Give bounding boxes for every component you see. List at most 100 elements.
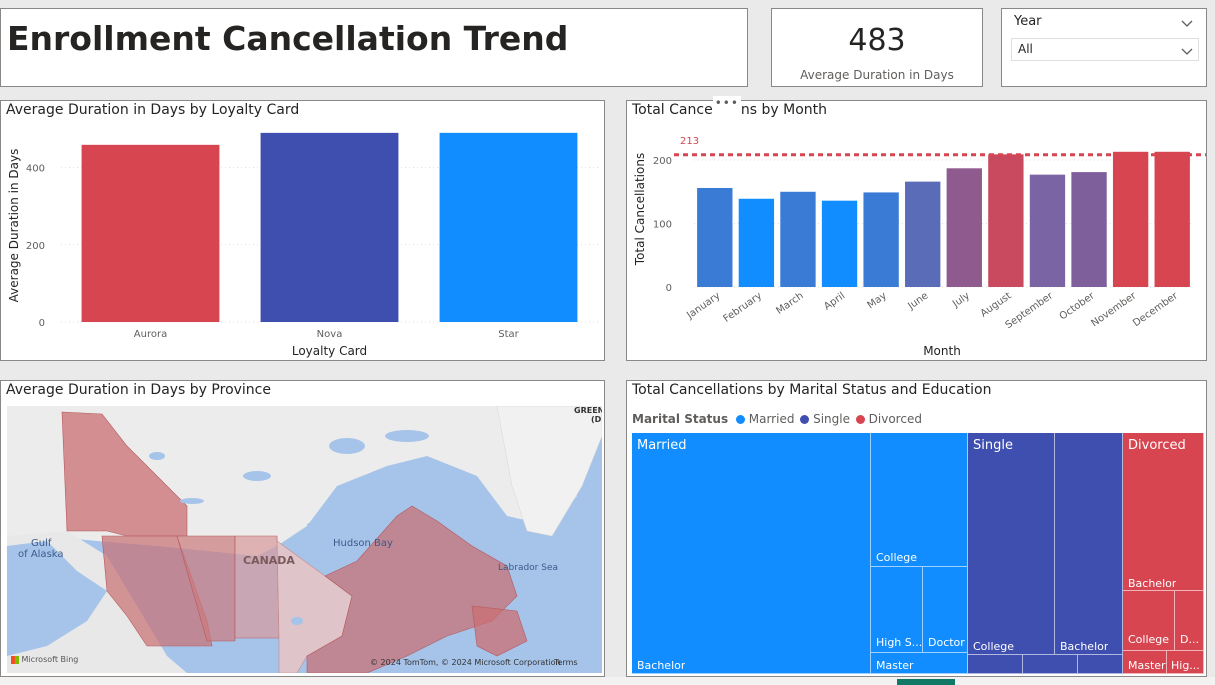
- bar-august: [988, 154, 1024, 287]
- map-label-greenland-2: (DI: [591, 415, 602, 424]
- tile-divorced-d[interactable]: [1175, 591, 1204, 651]
- map-canvas[interactable]: CANADA Hudson Bay Gulf of Alaska Labrado…: [7, 406, 602, 673]
- province-map-visual[interactable]: Average Duration in Days by Province: [0, 380, 605, 677]
- y-tick-label: 0: [39, 318, 45, 329]
- map-copyright: © 2024 TomTom, © 2024 Microsoft Corporat…: [370, 658, 561, 667]
- legend-label-married: Married: [748, 412, 795, 426]
- bar-march: [780, 191, 816, 287]
- bar-november: [1112, 151, 1149, 287]
- bar-july: [946, 168, 982, 287]
- tile-single-other-1[interactable]: [968, 655, 1023, 674]
- x-tick-label: Star: [498, 329, 519, 340]
- x-tick-label: May: [866, 290, 889, 311]
- treemap-visual[interactable]: Total Cancellations by Marital Status an…: [626, 380, 1207, 677]
- loyalty-chart-visual[interactable]: Average Duration in Days by Loyalty Card…: [0, 100, 605, 361]
- map-terms-link[interactable]: Terms: [554, 658, 578, 667]
- map-label-hudson: Hudson Bay: [333, 538, 393, 549]
- tile-divorced-bachelor[interactable]: [1123, 433, 1204, 591]
- bar-december: [1154, 151, 1190, 287]
- map-label-alaska-2: of Alaska: [18, 549, 64, 560]
- group-single-label: Single: [973, 438, 1013, 453]
- active-page-tab[interactable]: [897, 679, 955, 685]
- tile-married-highs-label: High S...: [876, 636, 922, 649]
- map-label-alaska-1: Gulf: [31, 538, 52, 549]
- x-axis-label: Loyalty Card: [292, 344, 367, 358]
- chevron-down-icon: [1180, 43, 1194, 62]
- tile-divorced-hig-label: Hig...: [1171, 659, 1200, 672]
- tile-single-other-2[interactable]: [1023, 655, 1078, 674]
- y-tick-label: 200: [653, 156, 672, 167]
- tile-divorced-college[interactable]: [1123, 591, 1175, 651]
- loyalty-bar-chart: 0 200 400 Aurora Nova Star Loyalty Card Average…: [7, 132, 598, 358]
- x-tick-label: January: [684, 290, 722, 321]
- tile-married-highs[interactable]: [871, 567, 923, 653]
- legend-dot-divorced: [855, 415, 865, 424]
- group-married-label: Married: [637, 438, 687, 453]
- treemap-legend: Marital Status Married Single Divorced: [632, 412, 922, 426]
- map-label-greenland-1: GREEN: [574, 406, 602, 415]
- x-tick-label: March: [774, 290, 805, 316]
- kpi-card[interactable]: 483 Average Duration in Days: [771, 8, 983, 87]
- x-tick-label: August: [979, 290, 1014, 319]
- tile-married-college[interactable]: [871, 433, 968, 567]
- legend-label-divorced: Divorced: [868, 412, 922, 426]
- treemap-title: Total Cancellations by Marital Status an…: [632, 382, 992, 398]
- slicer-value: All: [1018, 42, 1033, 56]
- slicer-dropdown[interactable]: All: [1011, 38, 1199, 61]
- reference-line-label: 213: [680, 136, 699, 147]
- chevron-up-icon[interactable]: [1180, 13, 1194, 32]
- bar-aurora: [81, 144, 220, 322]
- tile-married-doctor[interactable]: [923, 567, 968, 653]
- x-tick-label: November: [1089, 290, 1139, 329]
- tile-married-college-label: College: [876, 551, 918, 564]
- legend-item-single[interactable]: Single: [800, 412, 850, 426]
- x-tick-label: Aurora: [134, 329, 167, 340]
- tile-single-college[interactable]: [968, 433, 1055, 655]
- x-tick-label: September: [1004, 290, 1056, 331]
- bing-logo: Microsoft Bing: [11, 655, 78, 664]
- legend-title: Marital Status: [632, 412, 729, 426]
- more-options-icon[interactable]: •••: [712, 96, 741, 110]
- bar-january: [697, 187, 733, 287]
- year-slicer: Year All: [1001, 8, 1207, 87]
- tile-married-master-label: Master: [876, 659, 914, 672]
- tile-divorced-master-label: Master: [1128, 659, 1166, 672]
- tile-single-other-3[interactable]: [1078, 655, 1123, 674]
- legend-item-divorced[interactable]: Divorced: [855, 412, 922, 426]
- windows-icon: [11, 655, 19, 664]
- x-tick-label: June: [905, 290, 930, 312]
- tile-divorced-hig[interactable]: [1167, 651, 1204, 674]
- bing-label: Microsoft Bing: [21, 655, 79, 664]
- legend-item-married[interactable]: Married: [735, 412, 795, 426]
- group-divorced-label: Divorced: [1128, 438, 1186, 453]
- legend-dot-married: [735, 415, 745, 424]
- bar-september: [1029, 174, 1066, 287]
- month-chart-title-right: ns by Month: [740, 102, 828, 118]
- map-label-canada: CANADA: [243, 554, 295, 567]
- page-title: Enrollment Cancellation Trend: [7, 19, 569, 58]
- tile-single-bachelor-label: Bachelor: [1060, 640, 1109, 653]
- treemap-area: Married Single Divorced Bachelor College…: [632, 433, 1204, 674]
- x-tick-label: Nova: [317, 329, 343, 340]
- y-axis-label: Total Cancellations: [633, 153, 647, 266]
- tile-married-doctor-label: Doctor: [928, 636, 965, 649]
- tile-single-bachelor[interactable]: [1055, 433, 1123, 655]
- tile-divorced-d-label: D...: [1180, 633, 1199, 646]
- tile-divorced-master[interactable]: [1123, 651, 1167, 674]
- legend-dot-single: [800, 415, 810, 424]
- tile-married-bachelor[interactable]: [632, 433, 871, 674]
- kpi-value: 483: [848, 23, 906, 58]
- bar-april: [821, 200, 858, 287]
- tile-divorced-college-label: College: [1128, 633, 1170, 646]
- y-tick-label: 400: [26, 164, 45, 175]
- kpi-label: Average Duration in Days: [800, 68, 954, 82]
- month-chart-visual[interactable]: Total Cance ••• ns by Month 0 100 200 January…: [626, 96, 1207, 361]
- tile-married-bachelor-label: Bachelor: [637, 659, 686, 672]
- map-title: Average Duration in Days by Province: [6, 382, 271, 398]
- month-chart-title: Total Cance ••• ns by Month: [632, 96, 828, 118]
- slicer-label: Year: [1014, 14, 1042, 29]
- bar-nova: [260, 132, 399, 322]
- tile-married-master[interactable]: [871, 653, 968, 674]
- bar-october: [1071, 172, 1107, 287]
